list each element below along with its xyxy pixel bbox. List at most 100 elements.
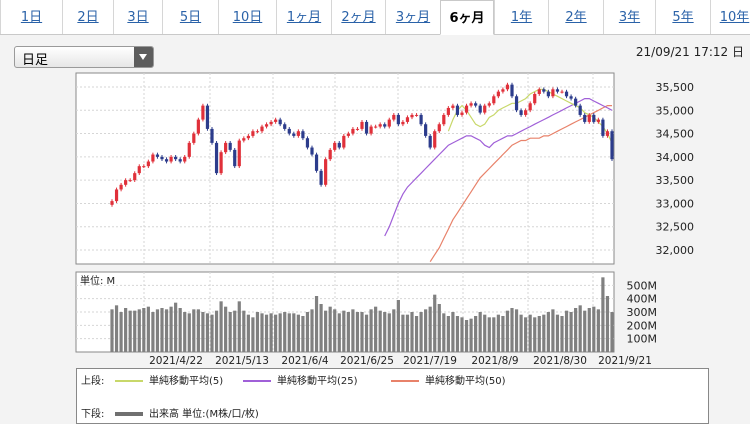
tab-6[interactable]: 1ヶ月 [276, 0, 331, 34]
candle-body [292, 133, 296, 136]
volume-tick-label: 500M [627, 279, 658, 292]
price-tick-label: 34,500 [656, 128, 695, 141]
candle-body [442, 114, 446, 125]
candle-body [351, 128, 355, 134]
volume-bar [555, 314, 560, 352]
volume-bar [610, 312, 614, 352]
volume-bar [146, 306, 150, 352]
tab-12[interactable]: 3年 [603, 0, 655, 34]
volume-bar [287, 313, 291, 352]
legend-volume-swatch [115, 412, 143, 416]
tab-4[interactable]: 5日 [162, 0, 218, 34]
volume-bar [351, 309, 355, 352]
candle-body [374, 126, 378, 128]
tab-9[interactable]: 6ヶ月 [440, 0, 494, 35]
volume-bar [296, 314, 300, 352]
candle-body [401, 121, 405, 125]
tab-8[interactable]: 3ヶ月 [385, 0, 440, 34]
candle-body [419, 114, 423, 125]
candle-body [242, 138, 246, 141]
volume-bar [460, 317, 464, 352]
tab-3[interactable]: 3日 [113, 0, 162, 34]
volume-bar [164, 309, 169, 352]
volume-bar [205, 313, 210, 352]
legend-upper-label: 上段: [81, 376, 105, 387]
x-tick-label: 2021/6/4 [281, 355, 328, 367]
legend-ma5-label: 単純移動平均(5) [149, 376, 224, 387]
tab-11[interactable]: 2年 [548, 0, 603, 34]
volume-bar [251, 317, 255, 352]
candle-body [164, 159, 169, 162]
candle-body [283, 124, 287, 129]
volume-bar [592, 306, 596, 352]
candle-body [560, 91, 564, 93]
volume-bar [160, 308, 164, 352]
volume-bar [137, 309, 141, 352]
volume-bar [219, 301, 223, 352]
candle-body [437, 124, 441, 132]
volume-bar [583, 310, 587, 352]
candle-body [119, 184, 123, 190]
volume-bar [278, 313, 282, 352]
volume-bar [246, 314, 250, 352]
legend-ma50-label: 単純移動平均(50) [425, 376, 506, 387]
candle-body [505, 84, 510, 90]
volume-bar [174, 302, 178, 352]
tab-10[interactable]: 1年 [494, 0, 548, 34]
candle-body [178, 159, 182, 162]
volume-bar [192, 309, 196, 352]
volume-bar [510, 308, 514, 352]
tab-14[interactable]: 10年 [710, 0, 750, 34]
volume-bar [428, 306, 432, 352]
candle-body [551, 89, 555, 97]
candle-body [587, 114, 591, 122]
candle-body [455, 105, 460, 115]
candle-body [146, 161, 150, 167]
volume-bar [305, 312, 310, 352]
chevron-down-icon[interactable] [134, 47, 153, 67]
volume-bar [451, 312, 455, 352]
candle-body [433, 131, 437, 148]
period-select[interactable]: 日足 [14, 46, 154, 68]
volume-bar [255, 312, 260, 352]
x-tick-label: 2021/4/22 [149, 355, 203, 367]
candle-body [346, 133, 350, 136]
volume-bar [224, 306, 228, 352]
tab-7[interactable]: 2ヶ月 [331, 0, 385, 34]
volume-tick-label: 100M [627, 333, 658, 346]
period-tabs: 1日 2日 3日 5日 10日 1ヶ月 2ヶ月 3ヶ月 6ヶ月 1年 2年 3年 5年 10年 [0, 0, 750, 35]
volume-bar [487, 317, 491, 352]
candle-body [183, 156, 187, 162]
candle-body [342, 135, 346, 148]
legend-ma25-swatch [243, 380, 271, 382]
candle-body [514, 96, 519, 111]
volume-bar [564, 310, 569, 352]
legend-ma50-swatch [391, 380, 419, 382]
volume-bar [442, 313, 446, 352]
volume-bar [228, 312, 232, 352]
x-tick-label: 2021/5/13 [215, 355, 269, 367]
volume-bar [424, 309, 428, 352]
tab-2[interactable]: 2日 [62, 0, 113, 34]
candle-body [142, 166, 146, 168]
price-tick-label: 35,500 [656, 81, 695, 94]
volume-bar [437, 304, 441, 352]
volume-bar [464, 320, 469, 352]
tab-13[interactable]: 5年 [655, 0, 710, 34]
volume-bar [333, 309, 337, 352]
volume-bar [324, 310, 328, 352]
candle-body [460, 112, 464, 115]
volume-bar [310, 309, 314, 352]
volume-bar [405, 314, 410, 352]
volume-bar [274, 314, 278, 352]
volume-bar [360, 312, 364, 352]
candle-body [237, 140, 241, 167]
tab-5[interactable]: 10日 [218, 0, 276, 34]
volume-bar [133, 310, 137, 352]
candle-body [364, 121, 369, 134]
legend-ma25-label: 単純移動平均(25) [277, 376, 358, 387]
candle-body [151, 154, 155, 162]
volume-bar [396, 300, 400, 352]
tab-1[interactable]: 1日 [0, 0, 62, 34]
